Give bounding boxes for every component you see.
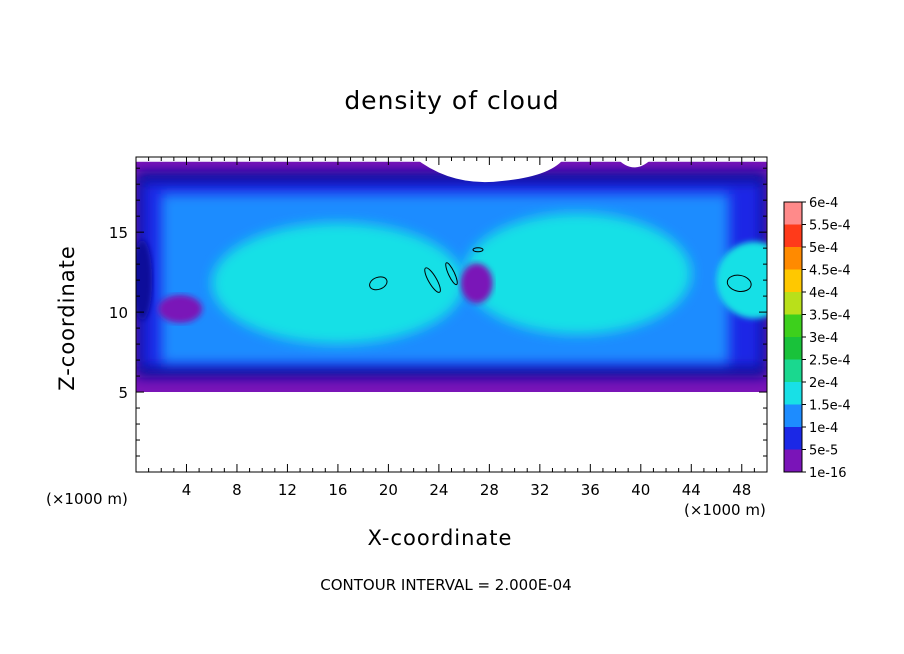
- contour-line-2: [424, 267, 441, 293]
- colorbar-swatch: [784, 359, 802, 382]
- cloud-core-edge: [716, 241, 767, 319]
- colorbar-label: 3e-4: [809, 331, 838, 346]
- colorbar-swatch: [784, 314, 802, 337]
- dry-pocket-3: [136, 240, 153, 321]
- cloud-core-right: [464, 212, 692, 335]
- colorbar: 1e-16 5e-5 1e-4 1.5e-4 2e-4 2.5e-4 3e-4 3.5e-4 4…: [783, 196, 851, 481]
- colorbar-swatch: [784, 404, 802, 427]
- colorbar-swatch: [784, 337, 802, 360]
- clear-air-below: [136, 392, 767, 472]
- cloud-core-left: [211, 222, 465, 345]
- contour-line-3: [445, 262, 458, 286]
- contour-interval-footer: CONTOUR INTERVAL = 2.000E-04: [320, 576, 572, 594]
- colorbar-label: 4.5e-4: [809, 264, 851, 279]
- x-tick-label: 12: [278, 481, 297, 499]
- colorbar-label: 2.5e-4: [809, 354, 851, 369]
- contour-line-5: [726, 274, 752, 292]
- y-tick-label: 5: [118, 384, 128, 402]
- colorbar-label: 1.5e-4: [809, 399, 851, 414]
- x-tick-label: 24: [429, 481, 448, 499]
- colorbar-label: 1e-4: [809, 421, 838, 436]
- x-unit-label-right: (×1000 m): [684, 501, 766, 519]
- x-tick-label: 16: [328, 481, 347, 499]
- chart-title: density of cloud: [344, 86, 560, 115]
- colorbar-label: 2e-4: [809, 376, 838, 391]
- colorbar-swatch: [784, 247, 802, 270]
- dry-pocket-2: [460, 263, 493, 304]
- y-tick-label: 15: [109, 224, 128, 242]
- colorbar-swatch: [784, 269, 802, 292]
- colorbar-label: 6e-4: [809, 196, 838, 211]
- cloud-density-field: [136, 157, 767, 472]
- x-axis-label: X-coordinate: [367, 526, 513, 550]
- colorbar-swatch: [784, 224, 802, 247]
- x-unit-label-left: (×1000 m): [46, 490, 128, 508]
- clear-air-top-1: [413, 157, 566, 183]
- x-tick-label: 48: [732, 481, 751, 499]
- x-tick-label: 4: [182, 481, 192, 499]
- colorbar-label: 3.5e-4: [809, 309, 851, 324]
- colorbar-label: 5e-5: [809, 444, 838, 459]
- colorbar-label: 5e-4: [809, 241, 838, 256]
- x-tick-label: 20: [379, 481, 398, 499]
- colorbar-label: 4e-4: [809, 286, 838, 301]
- dry-pocket-1: [158, 294, 203, 323]
- x-tick-label: 40: [631, 481, 650, 499]
- x-tick-label: 32: [530, 481, 549, 499]
- x-tick-label: 28: [480, 481, 499, 499]
- colorbar-swatch-lowest: [784, 449, 802, 472]
- clear-air-top-2: [615, 157, 654, 168]
- x-tick-label: 8: [232, 481, 242, 499]
- contour-line-4: [472, 247, 484, 253]
- colorbar-swatch: [784, 427, 802, 450]
- x-tick-label: 36: [581, 481, 600, 499]
- colorbar-swatch: [784, 202, 802, 225]
- colorbar-label: 5.5e-4: [809, 219, 851, 234]
- x-tick-label: 44: [682, 481, 701, 499]
- colorbar-swatch: [784, 292, 802, 315]
- colorbar-swatch: [784, 382, 802, 405]
- contour-line-1: [369, 276, 388, 291]
- colorbar-label: 1e-16: [809, 466, 847, 481]
- y-tick-label: 10: [109, 304, 128, 322]
